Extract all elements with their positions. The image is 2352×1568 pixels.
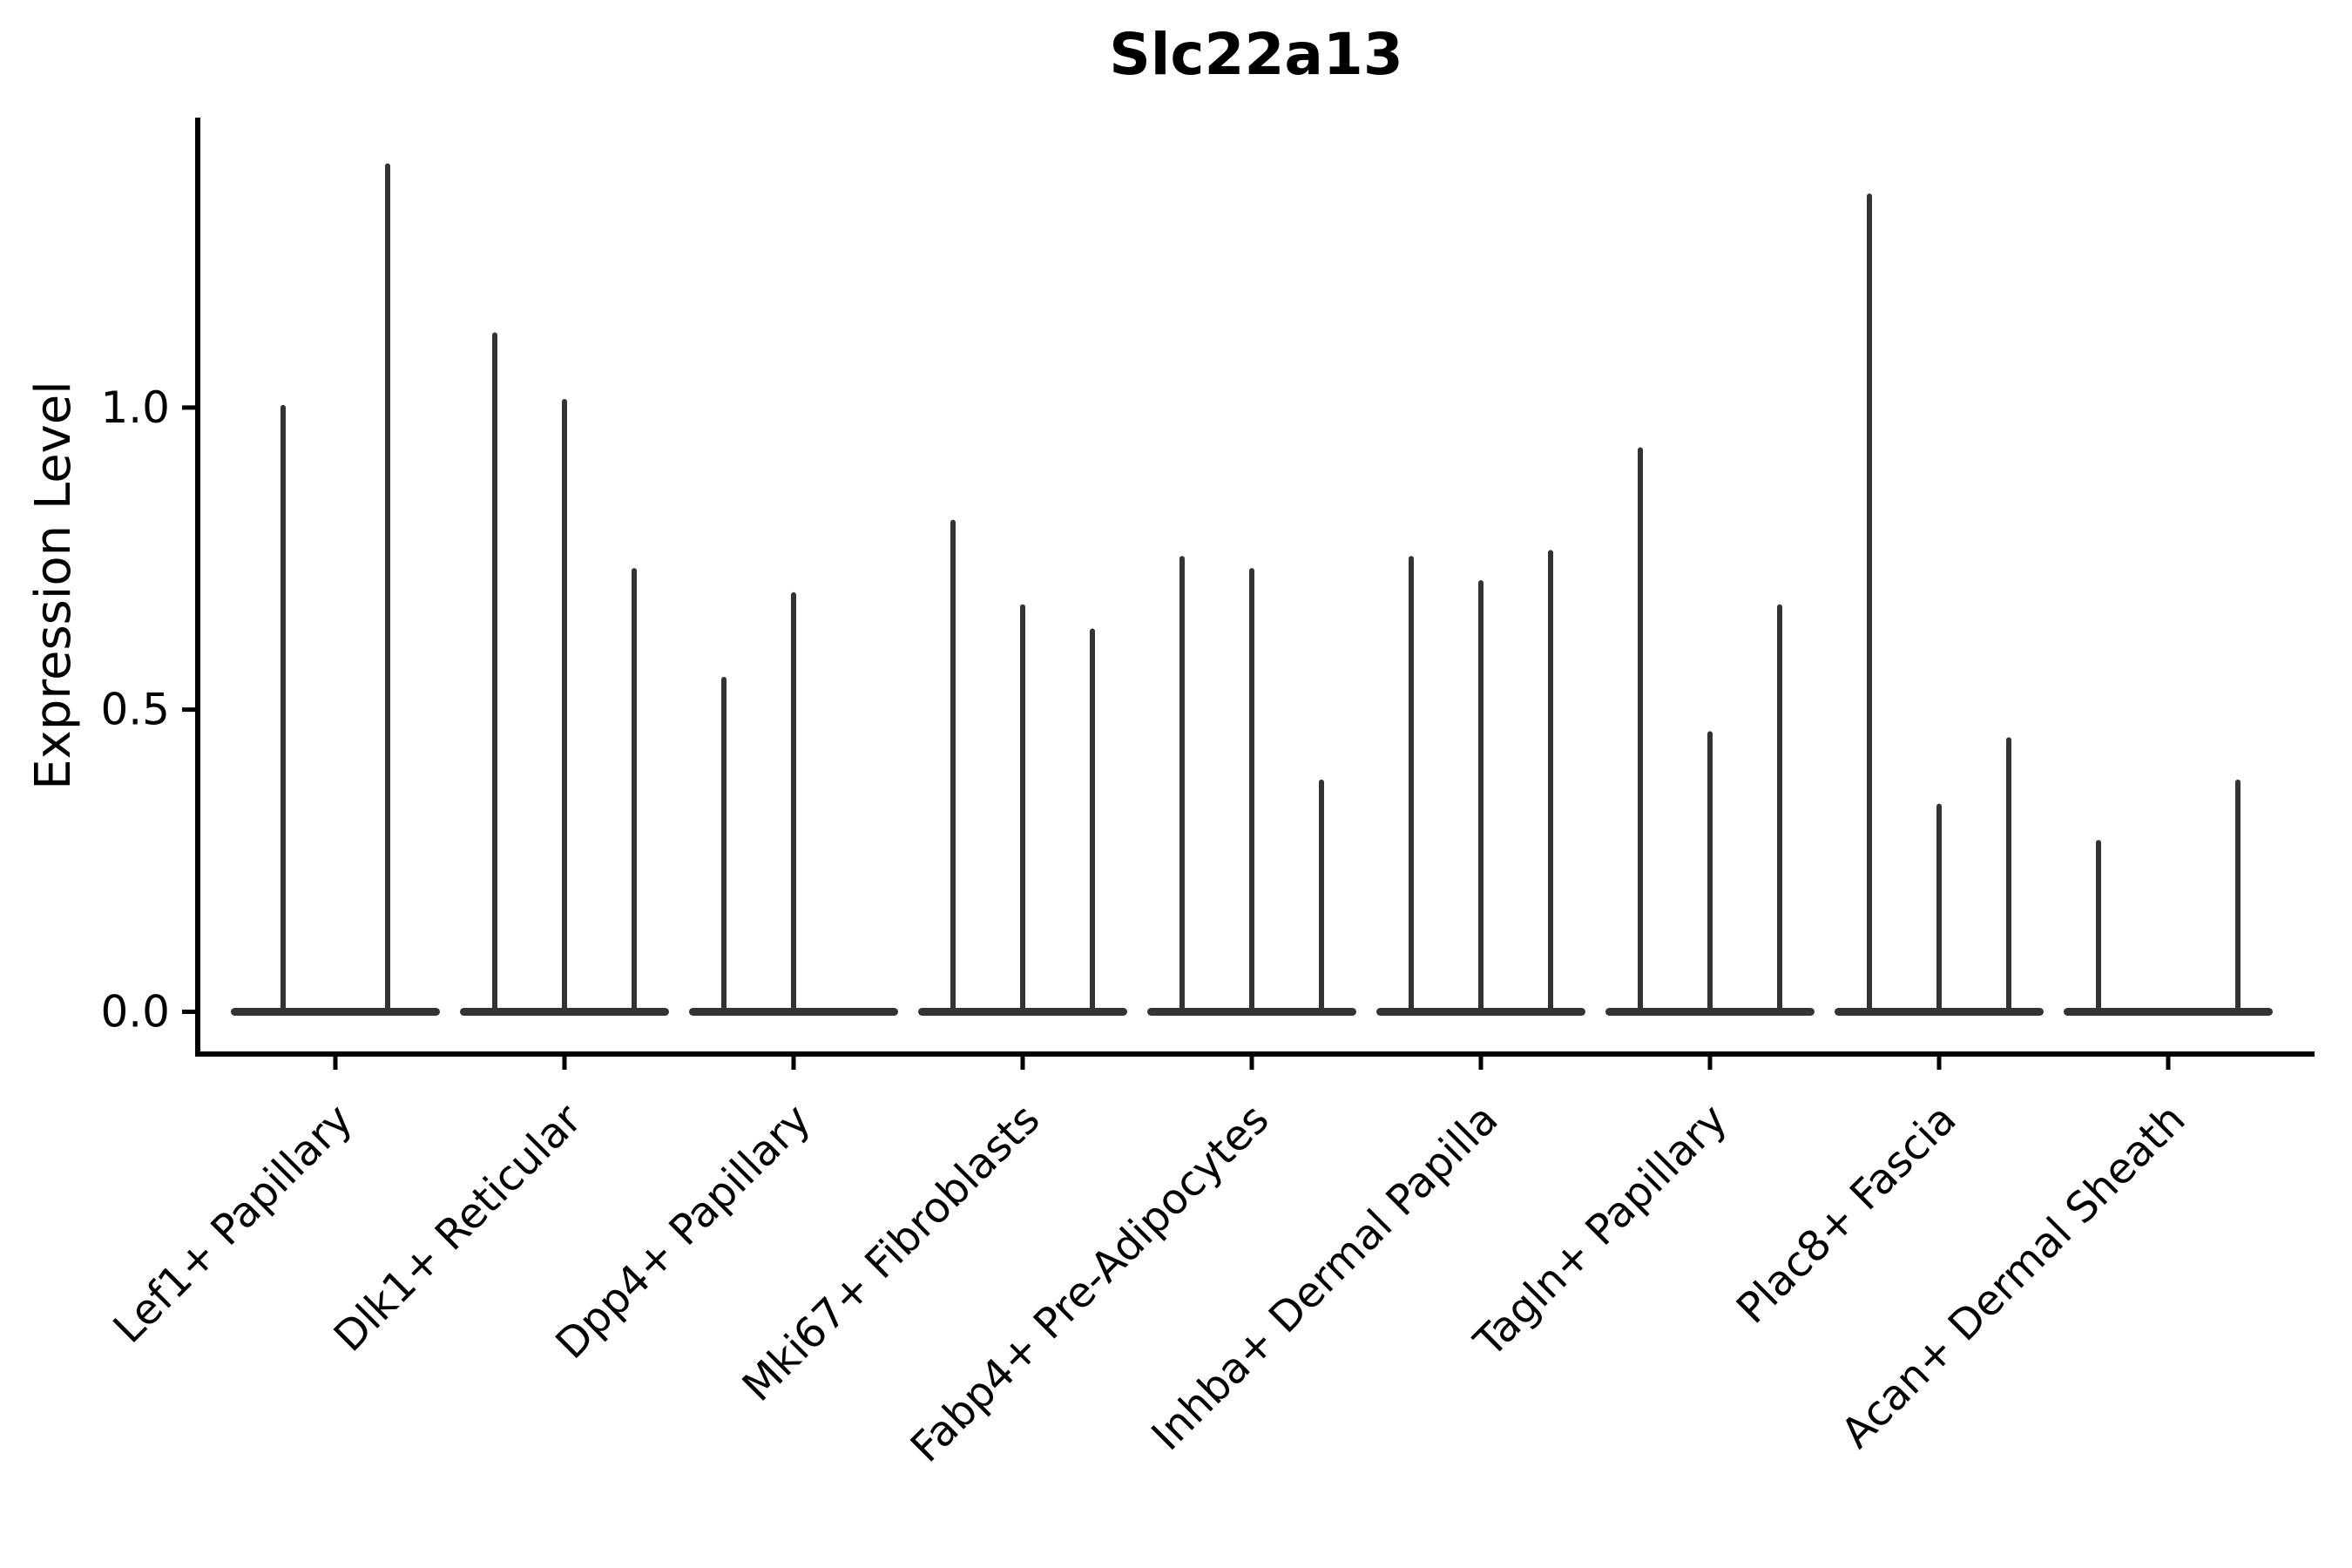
y-tick-label: 0.5 <box>100 685 170 735</box>
x-tick-label: Lef1+ Papillary <box>105 1095 362 1353</box>
y-tick-label: 1.0 <box>100 382 170 433</box>
x-tick-label: Tagln+ Papillary <box>1464 1095 1736 1367</box>
y-tick-label: 0.0 <box>100 986 170 1037</box>
violin-body <box>2064 1007 2273 1016</box>
chart-title: Slc22a13 <box>1109 21 1403 88</box>
violin-body <box>231 1007 440 1016</box>
y-axis-label: Expression Level <box>25 381 82 790</box>
x-tick-label: Dlk1+ Reticular <box>325 1095 591 1362</box>
x-tick-label: Plac8+ Fascia <box>1727 1095 1966 1334</box>
x-tick-label: Dpp4+ Papillary <box>546 1095 820 1369</box>
